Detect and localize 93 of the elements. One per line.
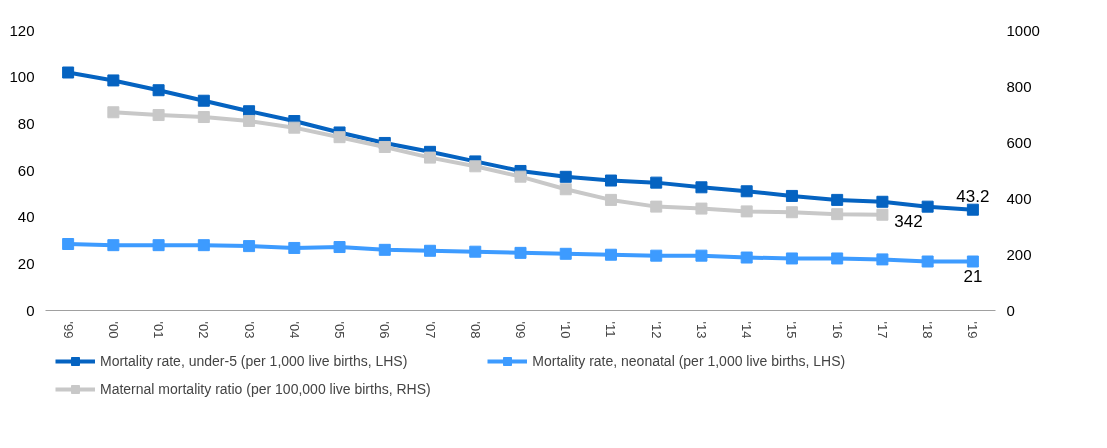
x-tick-label: '17 xyxy=(874,321,890,339)
legend-label: Mortality rate, under-5 (per 1,000 live births, LHS) xyxy=(100,353,408,369)
point xyxy=(333,131,346,144)
point xyxy=(424,244,437,257)
point xyxy=(785,206,798,219)
point xyxy=(650,176,663,189)
point xyxy=(785,252,798,265)
y-tick-label: 60 xyxy=(17,161,35,179)
point xyxy=(695,181,708,194)
point xyxy=(966,255,979,268)
point xyxy=(604,248,617,261)
x-tick-label: '19 xyxy=(965,321,981,339)
point xyxy=(152,84,165,97)
point xyxy=(197,94,210,107)
point xyxy=(469,160,482,173)
x-tick-label: '05 xyxy=(332,321,348,339)
x-tick-label: '13 xyxy=(693,321,709,339)
point xyxy=(876,195,889,208)
y2-tick-label: 400 xyxy=(1006,189,1032,207)
y-tick-label: 20 xyxy=(17,254,35,272)
point xyxy=(831,208,844,221)
point xyxy=(152,109,165,122)
point xyxy=(469,245,482,258)
point xyxy=(650,249,663,262)
point xyxy=(921,255,934,268)
point xyxy=(62,238,75,250)
point xyxy=(604,193,617,206)
x-tick-label: '09 xyxy=(513,321,528,339)
x-tick-label: '08 xyxy=(467,321,483,339)
x-tick-label: '00 xyxy=(105,321,121,339)
point xyxy=(695,249,708,262)
y-tick-label: 0 xyxy=(26,301,35,319)
x-tick-label: '07 xyxy=(422,321,438,339)
point xyxy=(288,241,301,254)
y2-tick-label: 1000 xyxy=(1006,21,1040,39)
point xyxy=(62,66,75,79)
x-tick-label: '01 xyxy=(151,321,167,339)
point xyxy=(559,183,572,196)
y2-tick-label: 0 xyxy=(1006,301,1015,319)
point xyxy=(378,140,391,153)
x-tick-label: '99 xyxy=(60,321,76,339)
point xyxy=(197,239,210,252)
point xyxy=(876,253,889,266)
point xyxy=(559,170,572,183)
point xyxy=(107,106,120,119)
point xyxy=(107,74,120,87)
point xyxy=(604,174,617,187)
x-tick-label: '16 xyxy=(829,321,845,339)
point xyxy=(378,243,391,256)
x-tick-label: '18 xyxy=(920,321,936,339)
x-tick-label: '03 xyxy=(241,321,257,339)
point xyxy=(740,185,753,198)
point xyxy=(152,239,165,252)
y-tick-label: 40 xyxy=(17,208,35,226)
x-tick-label: '04 xyxy=(286,321,302,339)
y-tick-label: 120 xyxy=(9,21,35,39)
x-tick-label: '02 xyxy=(196,321,212,339)
x-tick-label: '12 xyxy=(648,321,664,339)
legend-label: Maternal mortality ratio (per 100,000 live births, RHS) xyxy=(100,381,431,397)
x-tick-label: '10 xyxy=(558,321,574,339)
x-tick-label: '15 xyxy=(784,321,800,339)
point xyxy=(831,252,844,265)
data-label: 43.2 xyxy=(956,186,990,206)
y-tick-label: 100 xyxy=(9,68,35,86)
x-tick-label: '11 xyxy=(603,321,619,338)
point xyxy=(514,170,527,183)
y2-tick-label: 600 xyxy=(1006,133,1032,151)
x-tick-label: '14 xyxy=(739,321,755,339)
data-label: 342 xyxy=(894,211,923,231)
y-tick-label: 80 xyxy=(17,114,35,132)
point xyxy=(243,114,256,127)
x-tick-label: '06 xyxy=(377,321,393,339)
point xyxy=(785,189,798,202)
point xyxy=(333,241,346,254)
point xyxy=(197,111,210,124)
point xyxy=(650,200,663,213)
point xyxy=(288,121,301,134)
legend-label: Mortality rate, neonatal (per 1,000 live births, LHS) xyxy=(532,353,846,369)
point xyxy=(514,246,527,259)
point xyxy=(740,251,753,264)
point xyxy=(243,240,256,253)
y2-tick-label: 800 xyxy=(1006,77,1032,95)
y2-tick-label: 200 xyxy=(1006,245,1032,263)
point xyxy=(107,239,120,252)
point xyxy=(740,205,753,218)
point xyxy=(831,193,844,206)
point xyxy=(921,200,934,213)
data-label: 21 xyxy=(963,266,983,286)
point xyxy=(695,202,708,215)
point xyxy=(876,208,889,221)
point xyxy=(559,247,572,260)
point xyxy=(424,151,437,164)
point xyxy=(966,203,979,216)
